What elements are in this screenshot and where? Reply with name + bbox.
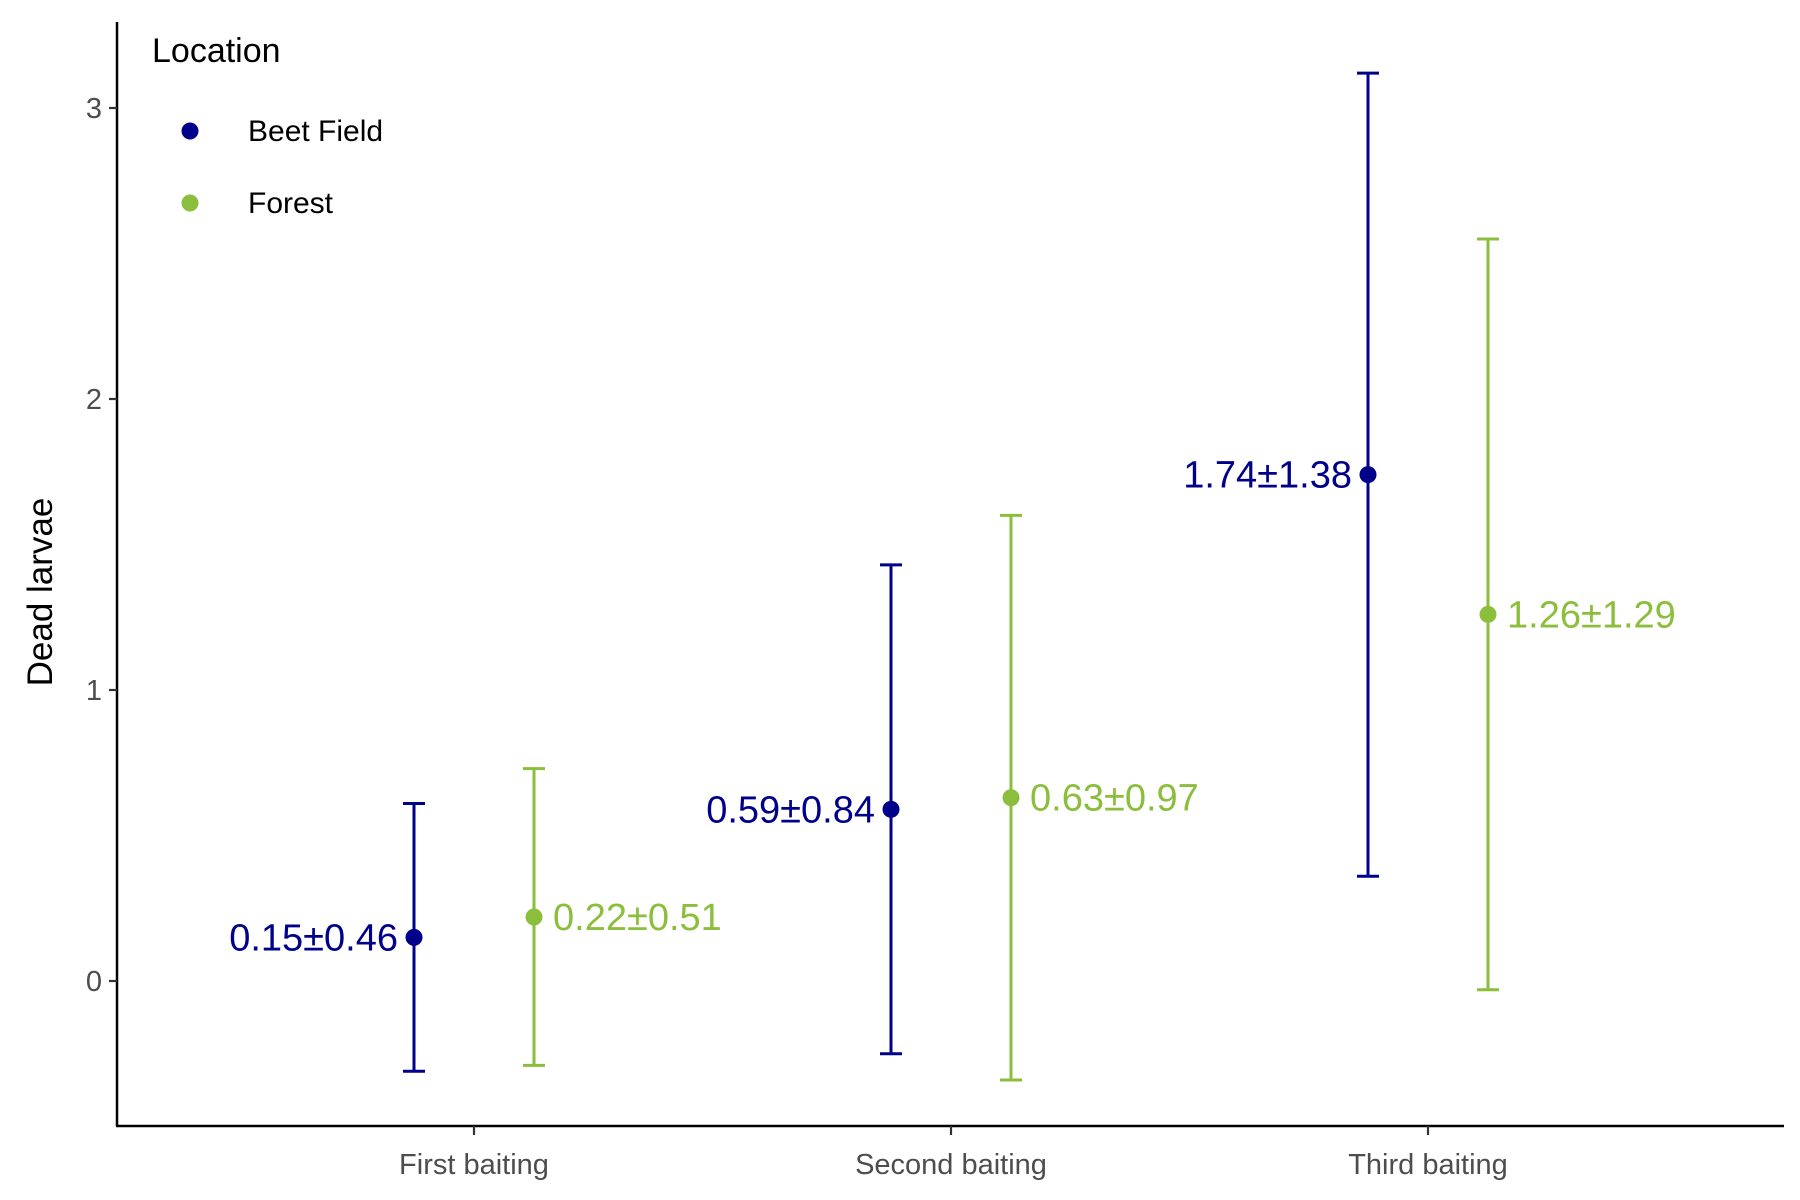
data-label: 1.74±1.38 xyxy=(1183,455,1352,497)
x-tick-label: First baiting xyxy=(399,1149,549,1181)
data-label: 1.26±1.29 xyxy=(1507,594,1676,636)
y-tick-label: 1 xyxy=(86,675,102,707)
x-ticks: First baiting Second baiting Third baiting xyxy=(399,1126,1508,1181)
legend-label: Beet Field xyxy=(248,115,383,148)
x-tick-label: Second baiting xyxy=(855,1149,1047,1181)
axes xyxy=(115,22,1784,1128)
series-beet-field: 0.15±0.46 0.59±0.84 1.74±1.38 xyxy=(229,71,1379,1073)
legend-key xyxy=(181,194,199,212)
legend-label: Forest xyxy=(248,187,334,220)
series-forest: 0.22±0.51 0.63±0.97 1.26±1.29 xyxy=(523,237,1676,1082)
data-point xyxy=(882,800,900,818)
data-point xyxy=(405,928,423,946)
data-label: 0.59±0.84 xyxy=(706,789,875,831)
data-label: 0.63±0.97 xyxy=(1030,778,1199,820)
legend: Location Beet Field Forest xyxy=(152,32,383,220)
data-point xyxy=(525,908,543,926)
data-point xyxy=(1002,789,1020,807)
y-tick-label: 3 xyxy=(86,93,102,125)
data-point xyxy=(1359,466,1377,484)
series-layer: 0.15±0.46 0.59±0.84 1.74±1.38 0.22±0.51 0.63… xyxy=(229,71,1676,1082)
y-tick-label: 0 xyxy=(86,966,102,998)
legend-key xyxy=(181,122,199,140)
data-label: 0.15±0.46 xyxy=(229,917,398,959)
data-label: 0.22±0.51 xyxy=(553,897,722,939)
legend-title: Location xyxy=(152,32,281,70)
data-point xyxy=(1479,605,1497,623)
x-tick-label: Third baiting xyxy=(1348,1149,1508,1181)
y-axis-title: Dead larvae xyxy=(21,498,60,687)
y-ticks: 0 1 2 3 xyxy=(86,93,117,998)
y-tick-label: 2 xyxy=(86,384,102,416)
